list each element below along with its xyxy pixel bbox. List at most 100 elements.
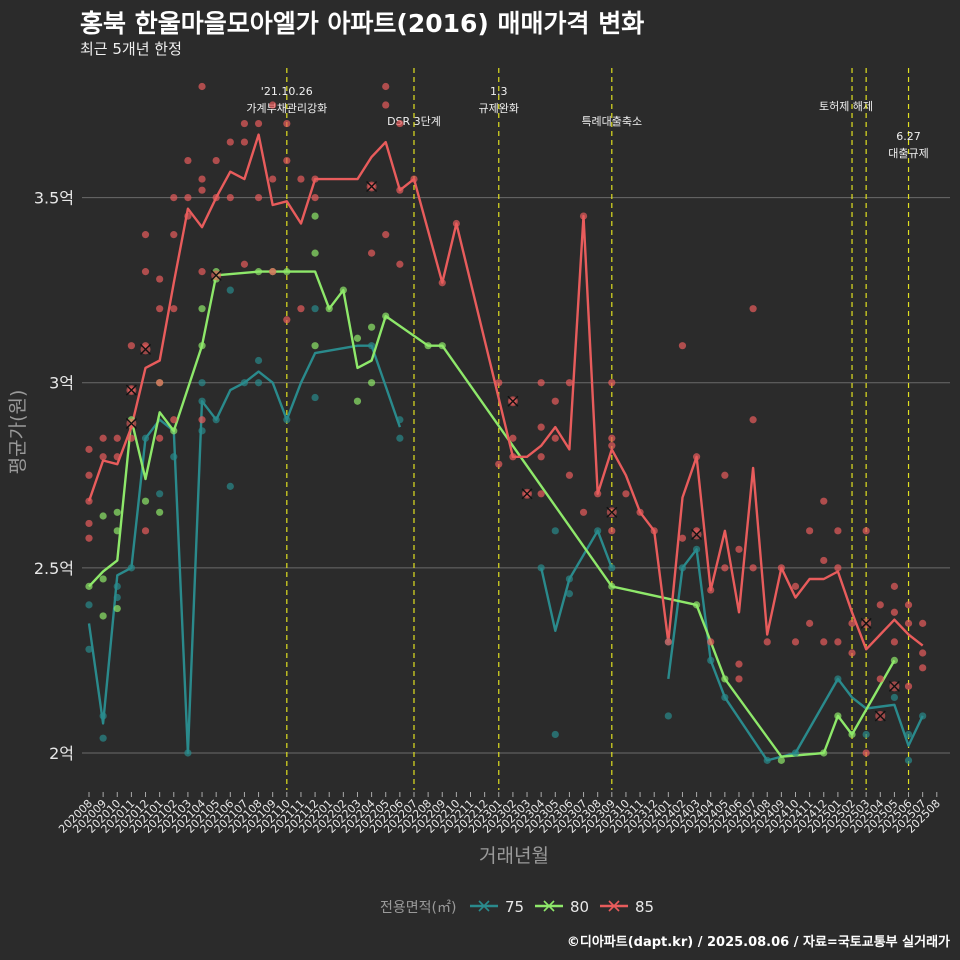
point-85 — [890, 638, 899, 646]
cross-marker-x — [125, 417, 137, 429]
point-80 — [325, 305, 333, 313]
cross-marker — [606, 506, 618, 518]
point-80 — [692, 601, 701, 609]
point-75 — [240, 379, 249, 387]
point-85 — [141, 527, 150, 535]
cross-marker-x — [507, 395, 519, 407]
point-80 — [99, 575, 107, 583]
cross-marker-x — [140, 343, 152, 355]
point-80 — [353, 397, 362, 405]
point-85 — [678, 342, 687, 350]
cross-marker-x — [125, 384, 137, 396]
point-80 — [198, 305, 206, 313]
point-75 — [608, 564, 616, 572]
point-80 — [382, 312, 390, 320]
point-75 — [692, 545, 701, 553]
legend-label-80: 80 — [570, 898, 589, 916]
point-75 — [254, 356, 263, 365]
point-85 — [608, 434, 616, 442]
point-85 — [254, 193, 263, 202]
point-75 — [283, 416, 291, 424]
point-85 — [890, 582, 899, 590]
cross-marker — [366, 180, 378, 192]
point-85 — [269, 268, 277, 276]
annotation-label: 6.27 — [896, 130, 921, 143]
point-85 — [537, 490, 545, 498]
point-85 — [113, 453, 121, 461]
point-85 — [198, 268, 206, 276]
point-80 — [283, 268, 291, 276]
annotation-label: 1.3 — [490, 85, 508, 98]
point-85 — [650, 527, 658, 535]
point-80 — [353, 334, 362, 342]
legend: 전용면적(㎡) 75 80 85 — [380, 898, 654, 916]
point-80 — [198, 342, 206, 350]
point-85 — [806, 527, 814, 535]
cross-marker-x — [366, 180, 378, 192]
point-80 — [113, 527, 121, 535]
point-85 — [452, 219, 460, 228]
cross-marker-x — [521, 488, 533, 500]
point-85 — [565, 471, 574, 479]
legend-cross-75 — [478, 900, 490, 912]
point-85 — [749, 305, 757, 313]
cross-marker-x — [888, 680, 900, 692]
point-85 — [198, 186, 206, 194]
annotation-label: DSR 3단계 — [387, 115, 441, 128]
cross-marker — [860, 617, 872, 629]
point-85 — [763, 638, 771, 646]
point-85 — [876, 601, 884, 609]
point-85 — [594, 490, 602, 498]
legend-cross-85 — [608, 900, 620, 912]
point-85 — [170, 231, 178, 239]
point-75 — [113, 593, 121, 602]
point-85 — [678, 534, 687, 542]
point-85 — [537, 379, 545, 387]
point-85 — [212, 193, 220, 202]
point-80 — [113, 604, 121, 613]
point-80 — [170, 427, 178, 435]
point-85 — [537, 453, 545, 461]
y-tick-label: 3억 — [49, 374, 74, 393]
point-80 — [721, 675, 729, 683]
point-85 — [890, 608, 899, 616]
point-85 — [707, 586, 715, 594]
point-80 — [311, 212, 319, 220]
point-85 — [141, 268, 150, 276]
point-85 — [396, 119, 404, 128]
point-75 — [170, 453, 178, 461]
point-80 — [424, 342, 432, 350]
legend-label-85: 85 — [635, 898, 654, 916]
point-85 — [509, 453, 517, 461]
y-tick-label: 3.5억 — [34, 189, 74, 208]
cross-marker — [507, 395, 519, 407]
point-85 — [396, 260, 404, 268]
point-75 — [551, 527, 559, 535]
point-75 — [565, 590, 574, 598]
point-80 — [254, 268, 263, 276]
point-75 — [862, 730, 870, 739]
cross-marker — [521, 488, 533, 500]
y-axis-ticks: 2억 2.5억 3억 3.5억 — [34, 189, 74, 763]
point-75 — [707, 656, 715, 665]
point-80 — [156, 508, 164, 516]
point-85 — [156, 275, 164, 283]
x-axis-ticks: 2020082020092020102020112020122021012021… — [56, 792, 943, 836]
point-75 — [141, 434, 150, 442]
point-85 — [551, 434, 559, 442]
point-85 — [692, 453, 701, 461]
point-85 — [834, 638, 842, 646]
legend-cross-80 — [543, 900, 555, 912]
point-85 — [848, 619, 856, 627]
point-85 — [99, 453, 107, 461]
point-80 — [99, 612, 107, 620]
point-85 — [127, 342, 135, 350]
point-85 — [904, 619, 913, 627]
point-85 — [170, 416, 178, 424]
point-85 — [226, 138, 234, 146]
point-80 — [820, 749, 828, 757]
point-85 — [156, 305, 164, 313]
point-85 — [254, 119, 263, 128]
point-85 — [707, 638, 715, 646]
